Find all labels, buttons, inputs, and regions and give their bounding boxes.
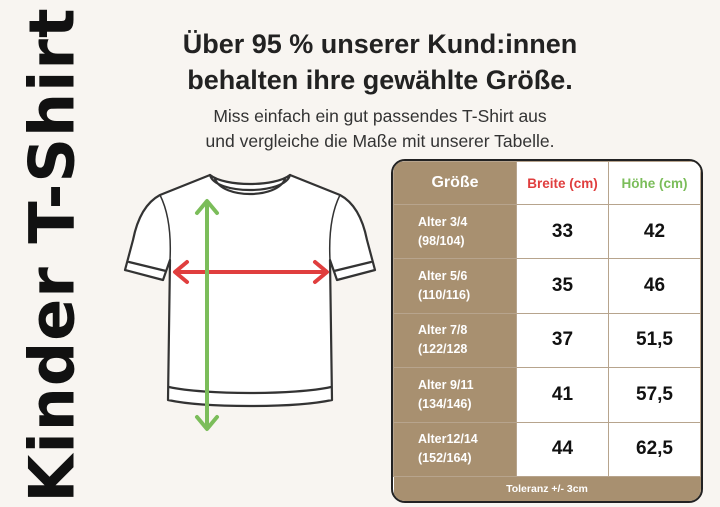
size-cell: Alter 7/8 (122/128 — [393, 312, 517, 369]
header-width: Breite (cm) — [516, 161, 609, 205]
height-value: 46 — [608, 258, 701, 314]
size-cell: Alter12/14 (152/164) — [393, 421, 517, 478]
width-value: 33 — [516, 203, 609, 260]
tolerance-note: Toleranz +/- 3cm — [393, 476, 701, 501]
subline: Miss einfach ein gut passendes T-Shirt a… — [120, 104, 640, 154]
header-height: Höhe (cm) — [608, 161, 701, 205]
width-value: 37 — [516, 312, 609, 369]
size-label: (98/104) — [418, 233, 465, 248]
size-label: (122/128 — [418, 342, 468, 357]
height-value: 51,5 — [608, 312, 701, 369]
age-label: Alter12/14 — [418, 432, 478, 447]
subline-line-2: und vergleiche die Maße mit unserer Tabe… — [205, 131, 555, 151]
vertical-title-text: Kinder T-Shirt — [15, 7, 89, 503]
vertical-title: Kinder T-Shirt — [2, 7, 102, 502]
age-label: Alter 9/11 — [418, 377, 474, 392]
size-label: (152/164) — [418, 451, 472, 466]
size-label: (134/146) — [418, 396, 472, 411]
size-cell: Alter 3/4 (98/104) — [393, 203, 517, 260]
table-row: Alter12/14 (152/164) 44 62,5 — [393, 421, 701, 478]
height-value: 57,5 — [608, 367, 701, 423]
width-value: 41 — [516, 367, 609, 423]
age-label: Alter 5/6 — [418, 269, 468, 284]
table-row: Alter 5/6 (110/116) 35 46 — [393, 258, 701, 314]
size-cell: Alter 5/6 (110/116) — [393, 258, 517, 314]
size-cell: Alter 9/11 (134/146) — [393, 367, 517, 423]
width-arrow — [173, 260, 329, 284]
height-value: 62,5 — [608, 421, 701, 478]
size-table: Größe Breite (cm) Höhe (cm) Alter 3/4 (9… — [391, 159, 703, 503]
headline: Über 95 % unserer Kund:innen behalten ih… — [120, 26, 640, 98]
header-size: Größe — [393, 161, 517, 205]
tolerance-row: Toleranz +/- 3cm — [393, 476, 701, 501]
width-value: 44 — [516, 421, 609, 478]
age-label: Alter 7/8 — [418, 323, 468, 338]
headline-line-1: Über 95 % unserer Kund:innen — [182, 29, 578, 59]
table-row: Alter 3/4 (98/104) 33 42 — [393, 203, 701, 260]
table-row: Alter 7/8 (122/128 37 51,5 — [393, 312, 701, 369]
headline-line-2: behalten ihre gewählte Größe. — [187, 65, 573, 95]
height-arrow — [195, 199, 219, 431]
size-label: (110/116) — [418, 288, 471, 303]
height-value: 42 — [608, 203, 701, 260]
width-value: 35 — [516, 258, 609, 314]
age-label: Alter 3/4 — [418, 214, 468, 229]
tshirt-illustration — [123, 173, 377, 431]
subline-line-1: Miss einfach ein gut passendes T-Shirt a… — [213, 106, 547, 126]
table-row: Alter 9/11 (134/146) 41 57,5 — [393, 367, 701, 423]
